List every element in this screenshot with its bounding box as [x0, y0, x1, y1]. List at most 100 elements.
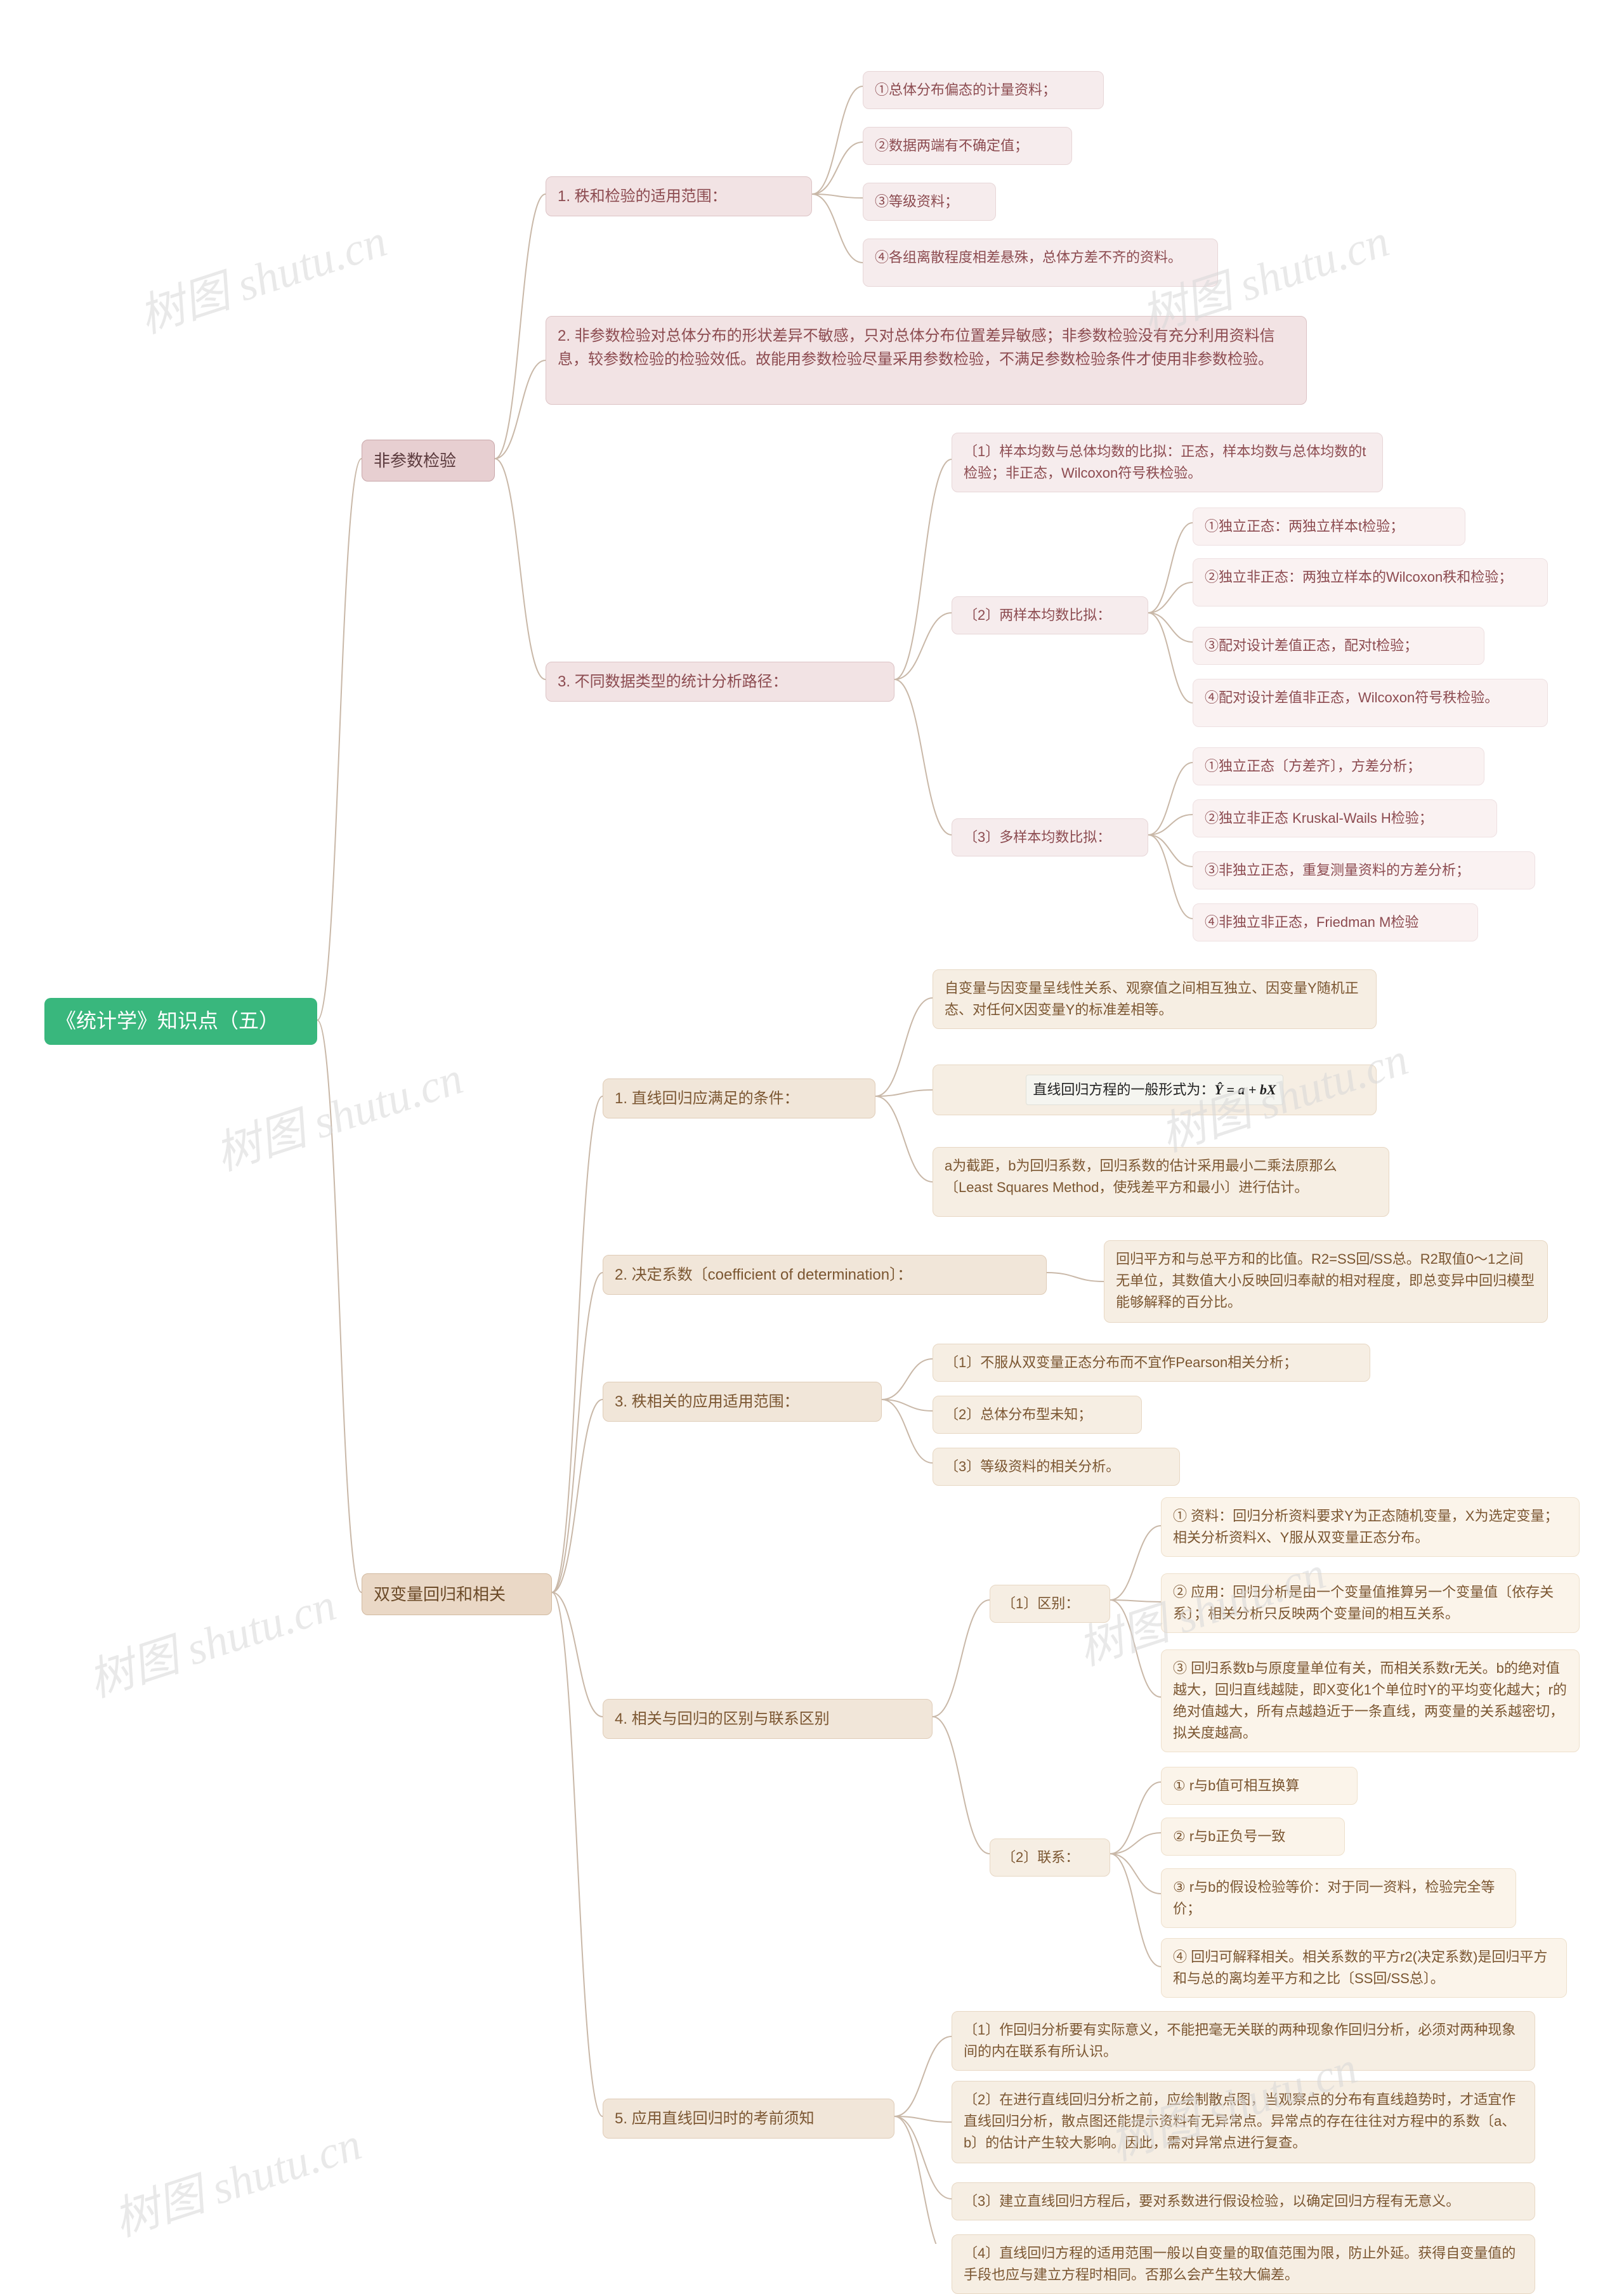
mindmap-node[interactable]: 〔2〕在进行直线回归分析之前，应绘制散点图，当观察点的分布有直线趋势时，才适宜作… — [952, 2081, 1535, 2163]
node-text: ② r与b正负号一致 — [1173, 1828, 1285, 1844]
watermark: 树图 shutu.cn — [104, 2106, 369, 2249]
node-text: 回归平方和与总平方和的比值。R2=SS回/SS总。R2取值0～1之间无单位，其数… — [1116, 1251, 1535, 1310]
node-text: 〔1〕不服从双变量正态分布而不宜作Pearson相关分析； — [945, 1354, 1297, 1370]
mindmap-node[interactable]: 双变量回归和相关 — [362, 1573, 552, 1615]
connector-path — [882, 1359, 933, 1399]
mindmap-node[interactable]: 直线回归方程的一般形式为：Ŷ = a + bX — [933, 1065, 1377, 1115]
node-text: 〔2〕两样本均数比拟： — [964, 607, 1111, 623]
mindmap-node[interactable]: 〔3〕多样本均数比拟： — [952, 818, 1148, 856]
mindmap-node[interactable]: 4. 相关与回归的区别与联系区别 — [603, 1699, 933, 1739]
watermark: 树图 shutu.cn — [79, 1567, 343, 1710]
connector-path — [812, 194, 863, 263]
connector-path — [495, 459, 546, 679]
mindmap-node[interactable]: 1. 秩和检验的适用范围： — [546, 176, 812, 216]
mindmap-node[interactable]: 〔3〕建立直线回归方程后，要对系数进行假设检验，以确定回归方程有无意义。 — [952, 2182, 1535, 2220]
mindmap-node[interactable]: ③等级资料； — [863, 183, 996, 221]
node-text: 〔2〕联系： — [1002, 1849, 1079, 1865]
mindmap-node[interactable]: ④配对设计差值非正态，Wilcoxon符号秩检验。 — [1193, 679, 1548, 727]
mindmap-node[interactable]: 2. 非参数检验对总体分布的形状差异不敏感，只对总体分布位置差异敏感；非参数检验… — [546, 316, 1307, 405]
mindmap-node[interactable]: ②独立非正态 Kruskal-Wails H检验； — [1193, 799, 1497, 837]
formula-text: Ŷ = a + bX — [1214, 1082, 1276, 1098]
connector-path — [882, 1399, 933, 1463]
mindmap-node[interactable]: ④ 回归可解释相关。相关系数的平方r2(决定系数)是回归平方和与总的离均差平方和… — [1161, 1938, 1567, 1998]
mindmap-node[interactable]: 〔2〕联系： — [990, 1838, 1110, 1877]
mindmap-node[interactable]: 〔1〕作回归分析要有实际意义，不能把毫无关联的两种现象作回归分析，必须对两种现象… — [952, 2011, 1535, 2071]
mindmap-node[interactable]: 〔2〕两样本均数比拟： — [952, 596, 1148, 634]
connector-path — [882, 1399, 933, 1411]
mindmap-node[interactable]: ①独立正态〔方差齐〕，方差分析； — [1193, 747, 1484, 785]
mindmap-node[interactable]: 回归平方和与总平方和的比值。R2=SS回/SS总。R2取值0～1之间无单位，其数… — [1104, 1240, 1548, 1323]
node-text: 〔2〕总体分布型未知； — [945, 1406, 1092, 1422]
mindmap-root[interactable]: 《统计学》知识点（五） — [44, 998, 317, 1045]
mindmap-node[interactable]: ① 资料：回归分析资料要求Y为正态随机变量，X为选定变量；相关分析资料X、Y服从… — [1161, 1497, 1580, 1557]
mindmap-node[interactable]: ②数据两端有不确定值； — [863, 127, 1072, 165]
mindmap-node[interactable]: 非参数检验 — [362, 440, 495, 482]
connector-path — [552, 1399, 603, 1592]
mindmap-node[interactable]: 〔4〕直线回归方程的适用范围一般以自变量的取值范围为限，防止外延。获得自变量值的… — [952, 2234, 1535, 2294]
connector-path — [495, 360, 546, 459]
connector-path — [552, 1096, 603, 1592]
mindmap-node[interactable]: 〔3〕等级资料的相关分析。 — [933, 1448, 1180, 1486]
watermark: 树图 shutu.cn — [206, 1040, 470, 1183]
connector-path — [317, 1020, 362, 1592]
mindmap-node[interactable]: ② r与b正负号一致 — [1161, 1818, 1345, 1856]
connector-path — [552, 1592, 603, 2116]
node-text: 1. 秩和检验的适用范围： — [558, 188, 727, 205]
mindmap-node[interactable]: 自变量与因变量呈线性关系、观察值之间相互独立、因变量Y随机正态、对任何X因变量Y… — [933, 969, 1377, 1029]
mindmap-node[interactable]: 〔1〕不服从双变量正态分布而不宜作Pearson相关分析； — [933, 1344, 1370, 1382]
node-text: ③等级资料； — [875, 193, 959, 209]
mindmap-node[interactable]: ③配对设计差值正态，配对t检验； — [1193, 627, 1484, 665]
mindmap-node[interactable]: ③ 回归系数b与原度量单位有关，而相关系数r无关。b的绝对值越大，回归直线越陡，… — [1161, 1649, 1580, 1752]
mindmap-node[interactable]: ①独立正态：两独立样本t检验； — [1193, 508, 1465, 546]
mindmap-node[interactable]: ②独立非正态：两独立样本的Wilcoxon秩和检验； — [1193, 558, 1548, 606]
connector-path — [1110, 1600, 1161, 1697]
node-text: 〔2〕在进行直线回归分析之前，应绘制散点图，当观察点的分布有直线趋势时，才适宜作… — [964, 2092, 1516, 2151]
connector-path — [495, 194, 546, 459]
mindmap-node[interactable]: 3. 不同数据类型的统计分析路径： — [546, 662, 894, 702]
connector-path — [894, 2116, 952, 2199]
connector-path — [1110, 1600, 1161, 1602]
node-text: ②独立非正态：两独立样本的Wilcoxon秩和检验； — [1205, 569, 1512, 585]
mindmap-node[interactable]: 5. 应用直线回归时的考前须知 — [603, 2099, 894, 2139]
connector-path — [894, 2116, 952, 2122]
connector-path — [875, 998, 933, 1096]
mindmap-node[interactable]: a为截距，b为回归系数，回归系数的估计采用最小二乘法原那么〔Least Squa… — [933, 1147, 1389, 1217]
connector-path — [894, 2036, 952, 2116]
connector-path — [812, 142, 863, 194]
mindmap-node[interactable]: ①总体分布偏态的计量资料； — [863, 71, 1104, 109]
node-text: 非参数检验 — [374, 451, 456, 470]
mindmap-node[interactable]: 〔2〕总体分布型未知； — [933, 1396, 1142, 1434]
node-text: ②数据两端有不确定值； — [875, 138, 1028, 154]
connector-path — [875, 1096, 933, 1182]
mindmap-node[interactable]: 〔1〕样本均数与总体均数的比拟：正态，样本均数与总体均数的t检验；非正态，Wil… — [952, 433, 1383, 492]
mindmap-node[interactable]: ① r与b值可相互换算 — [1161, 1767, 1358, 1805]
connector-path — [875, 1090, 933, 1096]
node-text: ①独立正态〔方差齐〕，方差分析； — [1205, 758, 1421, 774]
mindmap-node[interactable]: ③非独立正态，重复测量资料的方差分析； — [1193, 851, 1535, 889]
connector-path — [552, 1592, 603, 1717]
mindmap-node[interactable]: ② 应用：回归分析是由一个变量值推算另一个变量值〔依存关系〕；相关分析只反映两个… — [1161, 1573, 1580, 1633]
mindmap-node[interactable]: 1. 直线回归应满足的条件： — [603, 1078, 875, 1118]
node-text: 自变量与因变量呈线性关系、观察值之间相互独立、因变量Y随机正态、对任何X因变量Y… — [945, 980, 1359, 1018]
node-text: 〔1〕区别： — [1002, 1596, 1079, 1611]
connector-path — [894, 613, 952, 679]
node-text: 〔1〕样本均数与总体均数的比拟：正态，样本均数与总体均数的t检验；非正态，Wil… — [964, 443, 1366, 481]
node-text: ②独立非正态 Kruskal-Wails H检验； — [1205, 810, 1433, 826]
node-text: 《统计学》知识点（五） — [56, 1009, 279, 1032]
connector-path — [1148, 613, 1193, 642]
connector-path — [1110, 1833, 1161, 1854]
connector-path — [812, 194, 863, 198]
mindmap-node[interactable]: 2. 决定系数〔coefficient of determination〕： — [603, 1255, 1047, 1295]
mindmap-node[interactable]: ④非独立非正态，Friedman M检验 — [1193, 903, 1478, 941]
mindmap-node[interactable]: ④各组离散程度相差悬殊，总体方差不齐的资料。 — [863, 239, 1218, 287]
node-text: 〔3〕多样本均数比拟： — [964, 829, 1111, 845]
mindmap-node[interactable]: 3. 秩相关的应用适用范围： — [603, 1382, 882, 1422]
connector-path — [933, 1600, 990, 1717]
mindmap-node[interactable]: 〔1〕区别： — [990, 1585, 1110, 1623]
connector-path — [1110, 1526, 1161, 1600]
mindmap-node[interactable]: ③ r与b的假设检验等价：对于同一资料，检验完全等价； — [1161, 1868, 1516, 1928]
node-text: 〔3〕建立直线回归方程后，要对系数进行假设检验，以确定回归方程有无意义。 — [964, 2193, 1460, 2209]
connector-path — [1148, 582, 1193, 613]
connector-path — [894, 679, 952, 835]
node-text: ① 资料：回归分析资料要求Y为正态随机变量，X为选定变量；相关分析资料X、Y服从… — [1173, 1508, 1558, 1545]
